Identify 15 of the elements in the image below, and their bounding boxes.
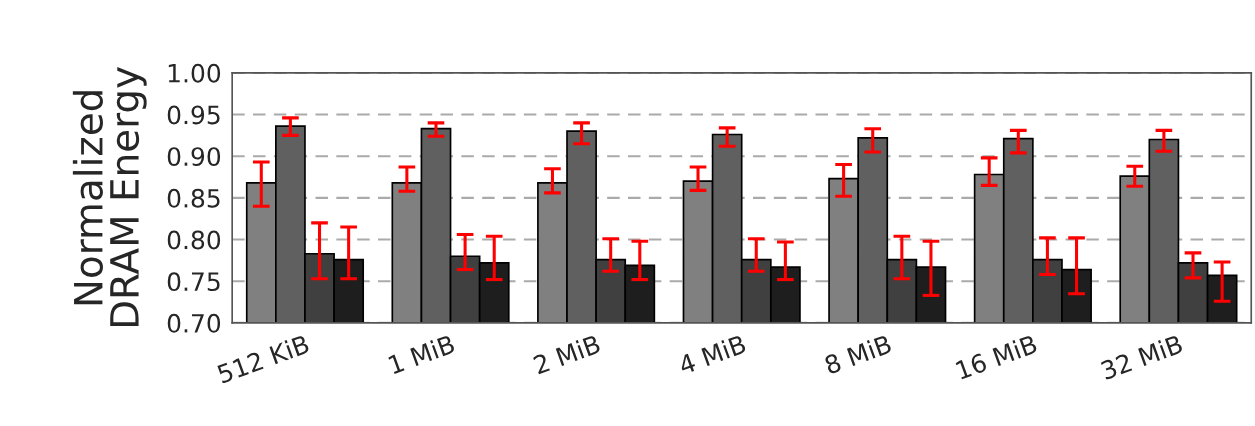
y-tick-label: 1.00 bbox=[168, 63, 221, 83]
x-tick-label: 32 MiB bbox=[1099, 333, 1184, 381]
x-tick-label: 512 KiB bbox=[216, 333, 310, 384]
y-tick-label: 0.95 bbox=[167, 105, 220, 125]
y-tick-label: 0.75 bbox=[167, 272, 220, 292]
x-tick-label: 4 MiB bbox=[677, 333, 747, 375]
y-tick-label: 0.85 bbox=[167, 188, 220, 208]
x-tick-label: 1 MiB bbox=[387, 333, 456, 375]
x-tick-label: 16 MiB bbox=[955, 333, 1038, 380]
y-axis-title: Normalized DRAM Energy bbox=[72, 67, 147, 327]
x-tick-label: 8 MiB bbox=[823, 333, 893, 375]
y-tick-label: 0.70 bbox=[167, 313, 221, 333]
y-tick-label: 0.80 bbox=[167, 230, 221, 250]
y-tick-label: 0.90 bbox=[167, 147, 221, 167]
x-tick-label: 2 MiB bbox=[532, 333, 601, 375]
